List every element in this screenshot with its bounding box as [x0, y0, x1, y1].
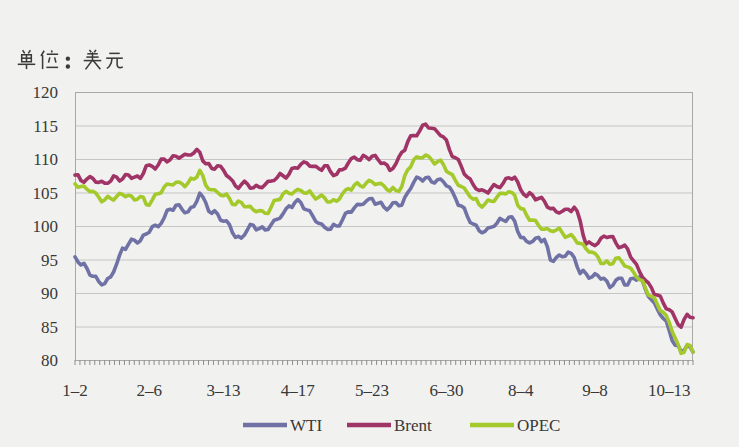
y-tick-label: 115 — [33, 117, 58, 136]
legend-label-wti: WTI — [290, 416, 322, 435]
series-lines — [75, 124, 693, 353]
axes — [75, 92, 693, 365]
legend: WTI Brent OPEC — [243, 416, 560, 435]
y-tick-label: 85 — [41, 318, 58, 337]
legend-label-opec: OPEC — [517, 416, 560, 435]
gridlines — [75, 93, 693, 361]
x-tick-label: 3–13 — [207, 381, 241, 400]
legend-label-brent: Brent — [394, 416, 432, 435]
series-line-opec — [75, 155, 693, 353]
x-tick-label: 6–30 — [429, 381, 463, 400]
chart-page: 单位：美元 12011511010510095908580 1–22–63–13… — [0, 0, 739, 447]
x-axis-labels: 1–2 2–6 3–13 4–17 5–23 6–30 8–4 9–8 10–13 — [62, 381, 690, 400]
series-line-brent — [75, 124, 693, 327]
y-tick-label: 100 — [33, 217, 59, 236]
x-tick-label: 8–4 — [508, 381, 534, 400]
price-chart: 单位：美元 12011511010510095908580 1–22–63–13… — [0, 0, 739, 447]
y-tick-label: 105 — [33, 184, 59, 203]
x-tick-label: 1–2 — [62, 381, 88, 400]
x-tick-label: 2–6 — [137, 381, 163, 400]
y-tick-label: 90 — [41, 284, 58, 303]
y-tick-label: 80 — [41, 351, 58, 370]
y-axis-labels: 120 115 110 105 100 95 90 85 80 — [33, 83, 59, 370]
y-tick-label: 95 — [41, 251, 58, 270]
x-tick-label: 4–17 — [281, 381, 316, 400]
y-tick-label: 110 — [33, 150, 58, 169]
x-tick-label: 10–13 — [648, 381, 691, 400]
y-tick-label: 120 — [33, 83, 59, 102]
x-tick-label: 5–23 — [355, 381, 389, 400]
x-tick-label: 9–8 — [582, 381, 608, 400]
